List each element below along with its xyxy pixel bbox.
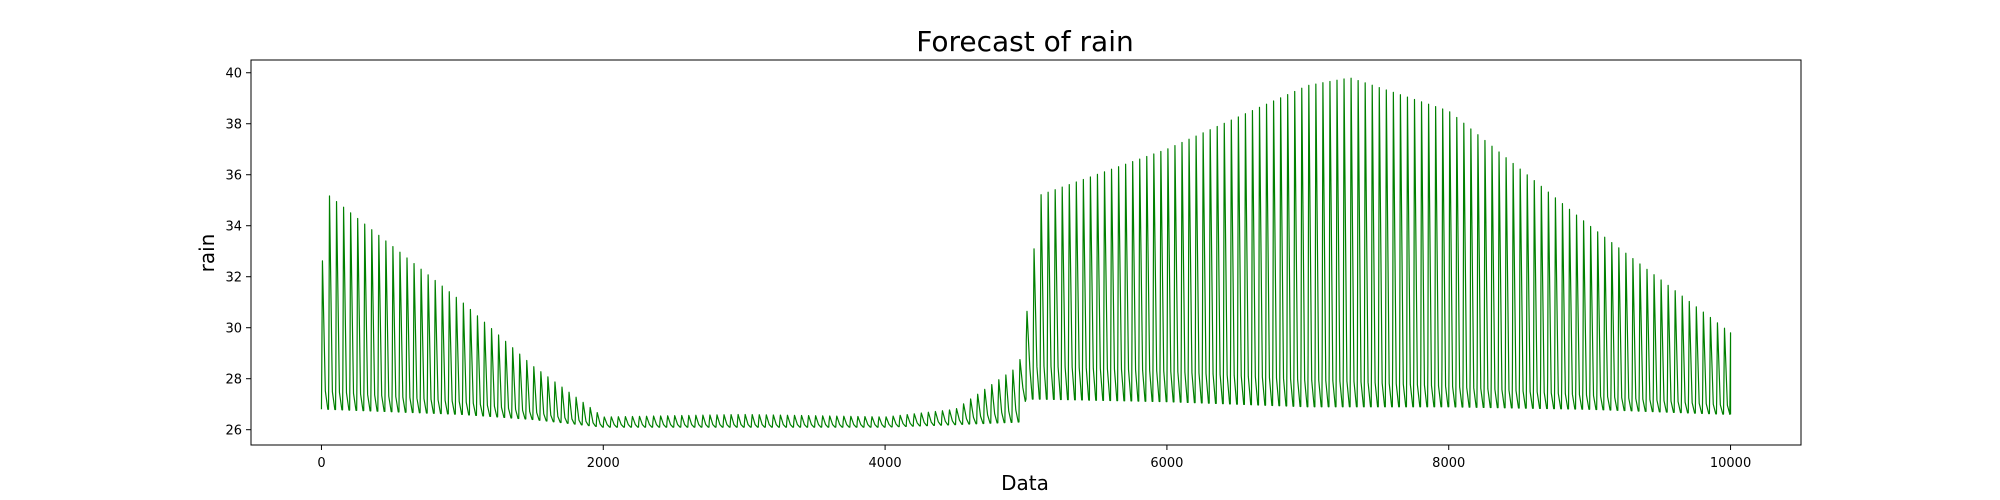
y-tick-label: 40 — [225, 67, 242, 82]
y-tick-label: 36 — [225, 169, 242, 184]
x-tick-label: 4000 — [869, 456, 902, 471]
y-axis-ticks: 26 28 30 32 34 36 38 40 — [225, 67, 251, 439]
plot-frame — [250, 59, 1802, 446]
x-tick-label: 0 — [317, 456, 325, 471]
y-tick-label: 32 — [225, 271, 242, 286]
y-tick-label: 34 — [225, 220, 242, 235]
series-layer — [320, 77, 1732, 428]
y-tick-label: 26 — [225, 424, 242, 439]
x-tick-label: 10000 — [1710, 456, 1751, 471]
y-tick-label: 28 — [225, 373, 242, 388]
x-tick-label: 8000 — [1432, 456, 1465, 471]
y-tick-label: 38 — [225, 118, 242, 133]
y-tick-label: 30 — [225, 322, 242, 337]
rain-series-line-0 — [320, 77, 1732, 428]
x-axis-ticks: 0 2000 4000 6000 8000 10000 — [317, 445, 1751, 471]
x-tick-label: 2000 — [587, 456, 620, 471]
chart-title: Forecast of rain — [916, 25, 1133, 58]
x-tick-label: 6000 — [1150, 456, 1183, 471]
y-axis-label: rain — [195, 234, 219, 273]
x-axis-label: Data — [1001, 471, 1049, 495]
